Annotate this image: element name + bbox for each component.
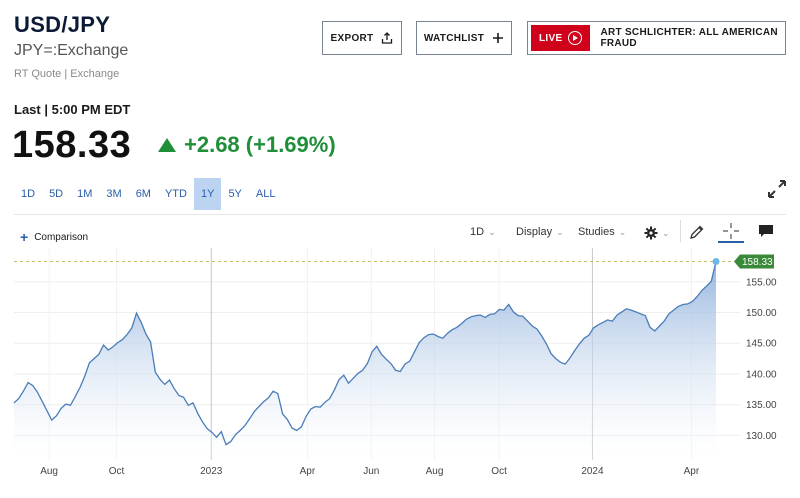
x-tick-label: Aug [426,466,444,477]
x-tick-label: Aug [40,466,58,477]
y-tick-label: 145.00 [746,339,777,350]
plus-icon: + [20,229,29,245]
comment-icon[interactable] [758,224,774,238]
comparison-label: Comparison [34,231,89,243]
export-button[interactable]: EXPORT [322,21,402,55]
studies-dropdown[interactable]: Studies ⌄ [578,226,626,238]
page-title: USD/JPY [14,12,111,37]
chevron-down-icon: ⌄ [556,226,564,237]
interval-label: 1D [470,226,485,238]
live-promo-label: ART SCHLICHTER: ALL AMERICAN FRAUD [600,27,778,49]
price-area-fill [14,261,716,460]
x-tick-label: Oct [109,466,125,477]
up-arrow-icon [158,138,176,152]
chart-y-axis: 130.00 135.00 140.00 145.00 150.00 155.00 [746,277,777,442]
display-dropdown[interactable]: Display ⌄ [516,226,564,238]
symbol-subtitle: JPY=:Exchange [14,42,129,59]
play-icon [568,31,583,45]
x-tick-label: 2024 [581,466,604,477]
live-badge-label: LIVE [539,32,563,44]
y-tick-label: 155.00 [746,277,777,288]
watchlist-button[interactable]: WATCHLIST [416,21,512,55]
y-tick-label: 130.00 [746,431,777,442]
export-button-label: EXPORT [330,32,374,44]
live-promo-button[interactable]: LIVE ART SCHLICHTER: ALL AMERICAN FRAUD [527,21,786,55]
settings-dropdown[interactable]: ⌄ [644,226,670,240]
last-trade-label: Last | 5:00 PM EDT [14,102,131,117]
price-change-value: +2.68 (+1.69%) [184,132,336,157]
chevron-down-icon: ⌄ [618,226,627,237]
range-1m[interactable]: 1M [77,188,93,200]
interval-dropdown[interactable]: 1D ⌄ [470,226,496,238]
pencil-icon[interactable] [689,224,705,240]
x-tick-label: Jun [363,466,379,477]
range-ytd[interactable]: YTD [164,188,187,200]
price-line [13,261,717,446]
range-1y[interactable]: 1Y [193,178,222,210]
active-tool-indicator [718,241,744,243]
plus-icon [493,33,504,43]
crosshair-icon[interactable] [722,222,740,240]
range-5d[interactable]: 5D [49,188,64,200]
gear-icon [644,226,658,240]
range-1d[interactable]: 1D [21,188,36,200]
last-price: 158.33 [12,124,132,166]
last-point-marker [712,258,720,266]
export-icon [382,32,393,44]
y-tick-label: 140.00 [746,369,777,380]
chevron-down-icon: ⌄ [662,227,670,238]
range-all[interactable]: ALL [255,188,276,200]
last-price-tag [734,254,774,269]
y-tick-label: 150.00 [746,308,777,319]
chart-x-axis: Aug Oct 2023 Apr Jun Aug Oct 2024 Apr [40,466,700,477]
price-change: +2.68 (+1.69%) [158,132,336,158]
x-tick-label: Oct [491,466,507,477]
chart-plot-area: 158.33 [13,254,774,460]
chevron-down-icon: ⌄ [488,226,496,237]
x-tick-label: Apr [300,466,316,477]
add-comparison-button[interactable]: + Comparison [20,229,88,245]
studies-label: Studies [578,226,615,238]
price-chart[interactable]: 158.33 130.00 135.00 140.00 145.00 150.00 155… [0,244,800,498]
display-label: Display [516,226,553,238]
expand-icon[interactable] [766,178,788,200]
x-tick-label: Apr [684,466,700,477]
quote-source-info: RT Quote | Exchange [14,68,120,80]
range-5y[interactable]: 5Y [228,188,242,200]
range-3m[interactable]: 3M [106,188,122,200]
live-badge: LIVE [531,25,591,51]
time-range-selector: 1D 5D 1M 3M 6M YTD 1Y 5Y ALL [14,178,282,210]
watchlist-button-label: WATCHLIST [423,32,485,44]
range-6m[interactable]: 6M [135,188,151,200]
last-price-tag-label: 158.33 [742,257,773,268]
toolbar-divider [14,214,786,215]
toolbar-separator [680,220,681,242]
x-tick-label: 2023 [200,466,223,477]
y-tick-label: 135.00 [746,400,777,411]
